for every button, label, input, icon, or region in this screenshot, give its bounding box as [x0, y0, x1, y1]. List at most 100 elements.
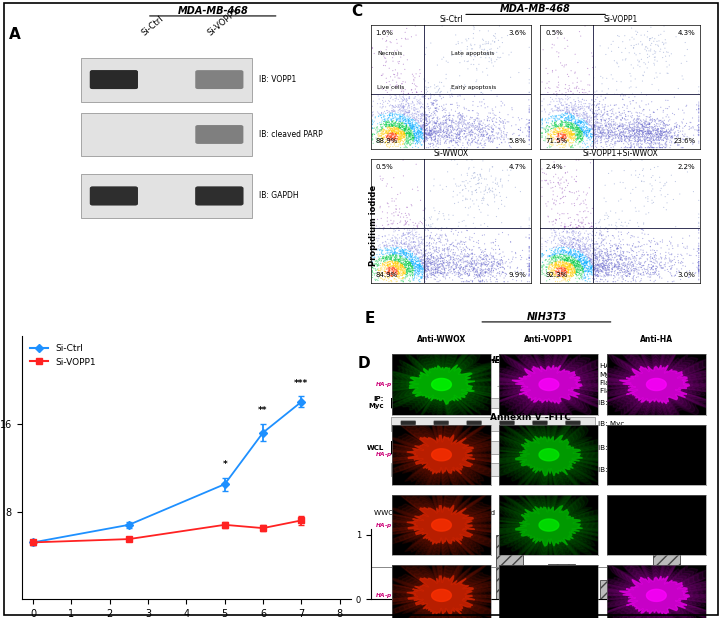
Point	[586, 267, 597, 277]
Point	[600, 248, 612, 258]
Point	[638, 134, 649, 144]
Point	[404, 129, 416, 139]
Point	[399, 125, 411, 135]
Point	[570, 132, 581, 142]
Point	[456, 51, 467, 61]
Point	[413, 255, 425, 265]
Point	[544, 258, 555, 268]
Point	[570, 101, 582, 111]
Point	[622, 125, 634, 135]
Point	[442, 119, 453, 129]
Point	[638, 263, 650, 273]
Point	[443, 129, 455, 138]
Point	[599, 131, 611, 141]
Point	[642, 127, 653, 137]
Point	[523, 271, 535, 281]
Point	[580, 122, 592, 132]
Point	[490, 240, 501, 250]
Point	[429, 103, 440, 113]
Point	[439, 133, 451, 143]
Point	[569, 266, 580, 276]
Point	[565, 131, 576, 141]
Point	[579, 255, 591, 265]
Point	[424, 266, 435, 276]
Point	[616, 122, 627, 132]
Point	[397, 268, 409, 277]
Point	[551, 259, 562, 269]
Point	[445, 258, 456, 268]
Point	[588, 108, 599, 118]
Point	[567, 255, 579, 265]
Point	[617, 103, 628, 112]
Point	[393, 262, 404, 272]
Point	[693, 233, 705, 243]
Point	[609, 233, 620, 243]
Point	[576, 124, 588, 134]
Point	[448, 255, 459, 265]
Point	[498, 252, 510, 261]
Point	[602, 134, 614, 144]
Point	[556, 133, 567, 143]
Point	[425, 231, 436, 240]
Point	[377, 109, 388, 119]
Point	[549, 254, 561, 264]
Point	[578, 129, 590, 139]
Point	[399, 126, 411, 136]
Point	[634, 129, 645, 139]
Point	[602, 125, 614, 135]
Point	[629, 133, 640, 143]
Point	[633, 257, 645, 267]
Point	[404, 125, 415, 135]
Point	[665, 140, 677, 150]
Point	[393, 269, 404, 279]
Point	[552, 127, 563, 137]
Point	[583, 70, 595, 80]
Point	[405, 124, 417, 133]
Point	[478, 126, 490, 136]
Point	[476, 255, 487, 265]
Point	[551, 263, 562, 273]
Point	[614, 110, 625, 120]
Point	[409, 93, 421, 103]
Point	[555, 264, 567, 274]
Point	[432, 260, 443, 269]
Point	[622, 266, 633, 276]
Point	[610, 260, 622, 269]
Point	[603, 252, 614, 262]
Point	[574, 229, 586, 239]
Point	[389, 247, 401, 257]
Point	[409, 269, 421, 279]
Point	[561, 263, 573, 273]
Point	[568, 260, 580, 269]
Point	[580, 129, 592, 139]
Point	[445, 227, 457, 237]
Point	[411, 128, 422, 138]
Point	[579, 261, 591, 271]
Point	[560, 258, 571, 268]
Point	[460, 116, 471, 125]
Point	[394, 247, 406, 256]
Point	[413, 248, 425, 258]
Point	[556, 111, 567, 121]
Point	[434, 268, 445, 277]
Point	[628, 126, 640, 136]
Point	[567, 129, 578, 139]
Point	[467, 263, 479, 273]
Point	[677, 234, 689, 243]
Point	[625, 243, 637, 253]
Point	[588, 112, 600, 122]
Point	[481, 267, 492, 277]
Point	[677, 143, 689, 153]
Point	[379, 258, 391, 268]
Point	[422, 256, 433, 266]
Point	[381, 239, 393, 249]
Point	[374, 125, 386, 135]
Point	[459, 119, 471, 129]
Point	[693, 248, 705, 258]
Point	[503, 50, 515, 60]
Point	[631, 131, 643, 141]
Point	[589, 265, 601, 274]
Point	[631, 121, 643, 131]
Point	[617, 264, 628, 274]
FancyBboxPatch shape	[533, 420, 547, 424]
